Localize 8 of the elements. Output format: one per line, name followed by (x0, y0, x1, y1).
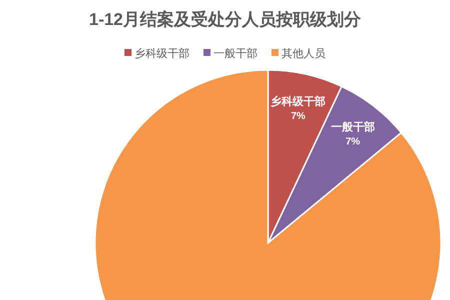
slice-label: 一般干部 (330, 120, 375, 134)
data-label: 7% (346, 136, 360, 148)
slice-label: 乡科级干部 (270, 94, 326, 108)
data-label: 7% (290, 110, 306, 122)
legend-label: 一般干部 (214, 47, 258, 60)
legend-label: 乡科级干部 (134, 47, 190, 60)
chart-title: 1-12月结案及受处分人员按职级划分 (88, 9, 362, 29)
legend-label: 其他人员 (282, 47, 326, 60)
